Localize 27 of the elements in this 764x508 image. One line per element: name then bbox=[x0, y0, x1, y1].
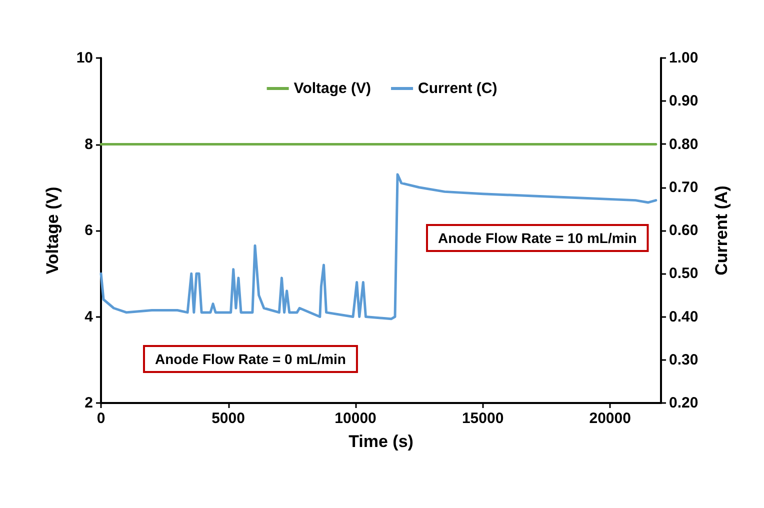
line-series bbox=[100, 173, 658, 320]
y2-tick-label: 0.30 bbox=[669, 351, 698, 368]
x-tick-label: 20000 bbox=[589, 410, 631, 427]
y2-tick-label: 0.60 bbox=[669, 222, 698, 239]
annotation: Anode Flow Rate = 10 mL/min bbox=[438, 230, 637, 246]
y2-axis-title: Current (A) bbox=[712, 186, 731, 276]
y2-tick-label: 0.70 bbox=[669, 178, 698, 196]
legend-label: Voltage (V) bbox=[294, 80, 372, 97]
y2-tick-label: 0.80 bbox=[669, 136, 698, 153]
y-tick-label: 6 bbox=[84, 222, 93, 239]
y2-tick-label: 0.90 bbox=[669, 92, 698, 110]
annotation: Anode Flow Rate = 0 mL/min bbox=[155, 351, 346, 367]
y2-tick-label: 1.00 bbox=[669, 50, 698, 66]
x-tick-label: 5000 bbox=[212, 410, 245, 427]
y-tick-label: 2 bbox=[84, 394, 93, 412]
y2-tick-label: 0.40 bbox=[669, 308, 698, 326]
y-tick-label: 10 bbox=[76, 50, 93, 66]
x-axis-title: Time (s) bbox=[348, 432, 414, 451]
x-tick-label: 0 bbox=[96, 410, 106, 427]
y-tick-label: 8 bbox=[84, 136, 93, 153]
x-tick-label: 15000 bbox=[462, 410, 504, 427]
y-tick-label: 4 bbox=[84, 308, 94, 326]
legend-label: Current (C) bbox=[418, 80, 498, 97]
x-tick-label: 10000 bbox=[334, 410, 376, 427]
y2-tick-label: 0.50 bbox=[669, 265, 698, 282]
y-axis-title: Voltage (V) bbox=[43, 186, 62, 274]
y2-tick-label: 0.20 bbox=[669, 394, 698, 412]
